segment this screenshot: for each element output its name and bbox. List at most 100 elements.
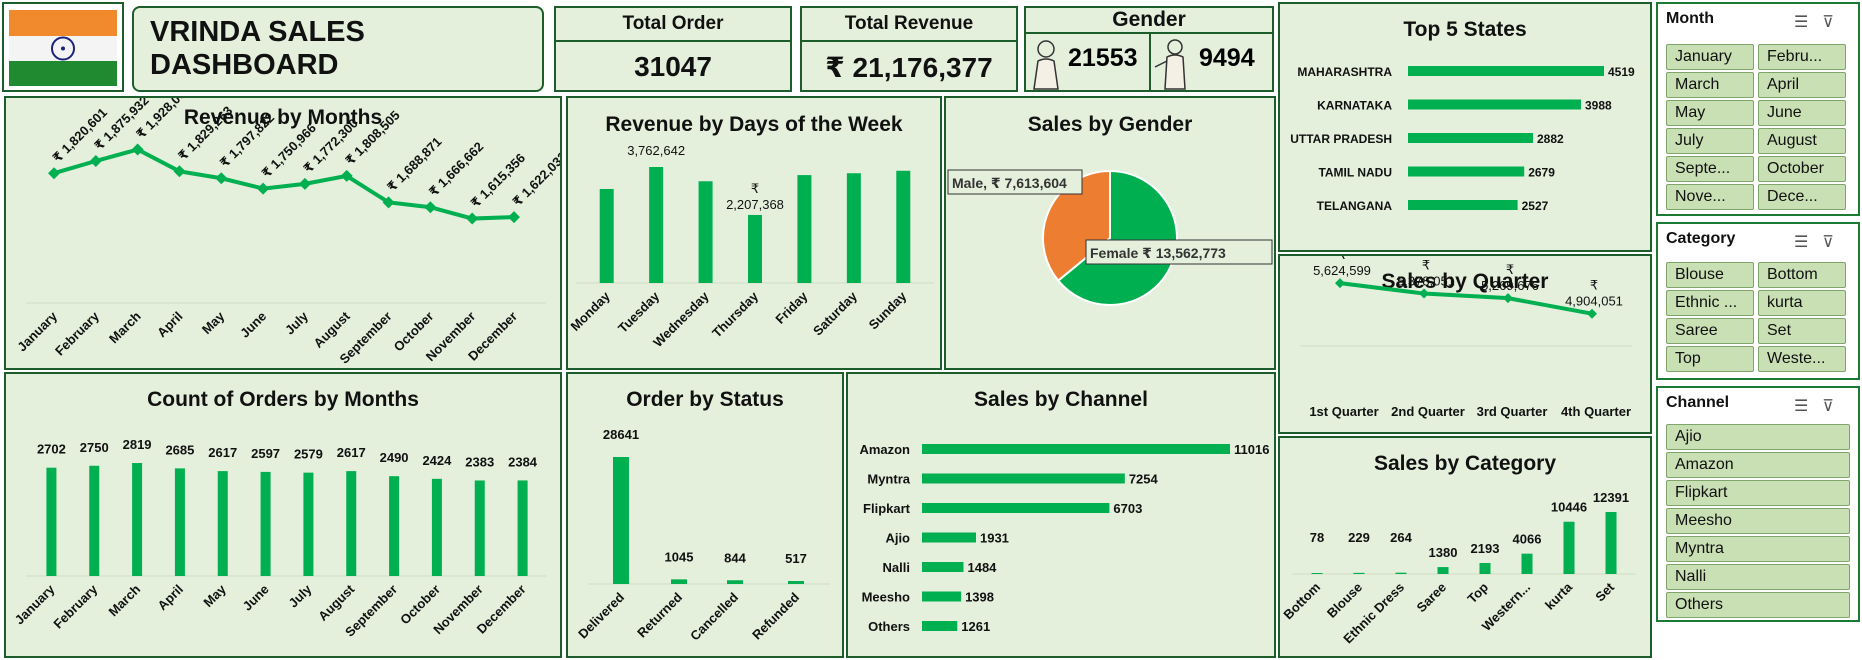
tick-label: Friday xyxy=(772,288,811,327)
panel-sales-by-channel: Sales by Channel Amazon 11016 Myntra 7254 Fl… xyxy=(846,372,1276,658)
bar xyxy=(727,580,743,584)
multi-select-icon[interactable]: ☰ xyxy=(1793,234,1823,251)
slicer-item[interactable]: Ajio xyxy=(1666,424,1850,450)
slicer-item[interactable]: Nove... xyxy=(1666,184,1754,210)
clear-filter-icon[interactable]: ⊽ xyxy=(1822,14,1848,31)
tick-label: April xyxy=(154,309,186,341)
slicer-item[interactable]: July xyxy=(1666,128,1754,154)
slice-label-box xyxy=(1085,239,1273,265)
data-label: 12391 xyxy=(1593,490,1629,505)
slicer-item[interactable]: Others xyxy=(1666,592,1850,618)
panel-revenue-by-days: Revenue by Days of the Week Monday 3,762,… xyxy=(566,96,942,370)
clear-filter-icon[interactable]: ⊽ xyxy=(1822,234,1848,251)
data-label: 1045 xyxy=(665,549,694,564)
panel-order-by-status: Order by Status 28641 Delivered 1045 Return… xyxy=(566,372,844,658)
bar xyxy=(1311,573,1323,574)
slicer-item[interactable]: Bottom xyxy=(1758,262,1846,288)
multi-select-icon[interactable]: ☰ xyxy=(1793,14,1823,31)
slicer-item[interactable]: Febru... xyxy=(1758,44,1846,70)
bar xyxy=(599,188,614,283)
tick-label: 4th Quarter xyxy=(1561,404,1631,419)
slicer-item[interactable]: August xyxy=(1758,128,1846,154)
clear-filter-icon[interactable]: ⊽ xyxy=(1822,398,1848,415)
slicer-item[interactable]: June xyxy=(1758,100,1846,126)
order-by-status-chart: 28641 Delivered 1045 Returned 844 Cancelled 51… xyxy=(575,427,830,644)
data-label: 2490 xyxy=(380,450,409,465)
slicer-item[interactable]: March xyxy=(1666,72,1754,98)
tick-label: Sunday xyxy=(866,288,910,332)
data-label-currency: ₹ xyxy=(1422,258,1430,273)
data-label: 2617 xyxy=(208,445,237,460)
data-label: 2384 xyxy=(508,454,538,469)
slicer-item[interactable]: Meesho xyxy=(1666,508,1850,534)
bar xyxy=(922,473,1125,484)
slicer-item[interactable]: October xyxy=(1758,156,1846,182)
slice-label: Male, ₹ 7,613,604 xyxy=(952,175,1067,191)
data-label: 2193 xyxy=(1471,541,1500,556)
data-label: 2819 xyxy=(123,437,152,452)
tick-label: Bottom xyxy=(1280,580,1323,623)
series-line xyxy=(53,147,515,221)
data-point xyxy=(131,143,144,156)
tick-label: May xyxy=(199,308,228,337)
multi-select-icon[interactable]: ☰ xyxy=(1793,398,1823,415)
slicer-item[interactable]: Flipkart xyxy=(1666,480,1850,506)
channel-slicer: Channel ☰⊽ Ajio Amazon Flipkart Meesho Myntr… xyxy=(1656,386,1860,622)
slicer-item[interactable]: Top xyxy=(1666,346,1754,372)
tick-label: Delivered xyxy=(575,589,627,641)
tick-label: Top xyxy=(1464,579,1491,606)
data-label: 2617 xyxy=(337,445,366,460)
series-line xyxy=(1339,281,1593,316)
data-point xyxy=(173,165,186,178)
data-label-currency: ₹ xyxy=(1590,278,1598,293)
tick-label: TAMIL NADU xyxy=(1318,166,1392,180)
month-slicer-title: Month xyxy=(1666,10,1714,27)
bar xyxy=(922,621,958,631)
chart-title: Sales by Gender xyxy=(1027,113,1193,136)
kpi-total-order-label: Total Order xyxy=(556,8,790,42)
slicer-item[interactable]: Dece... xyxy=(1758,184,1846,210)
data-point xyxy=(257,182,270,195)
slicer-item[interactable]: January xyxy=(1666,44,1754,70)
slicer-item[interactable]: kurta xyxy=(1758,290,1846,316)
tick-label: Saree xyxy=(1413,580,1449,616)
data-point xyxy=(1587,308,1597,319)
category-slicer: Category ☰⊽ Blouse Bottom Ethnic ... kurta S… xyxy=(1656,222,1860,380)
tick-label: 2nd Quarter xyxy=(1391,404,1465,419)
data-point xyxy=(48,167,60,180)
tick-label: kurta xyxy=(1542,579,1576,613)
data-label: 1931 xyxy=(980,531,1009,546)
tick-label: Flipkart xyxy=(863,501,911,516)
bar xyxy=(922,503,1110,513)
slicer-item[interactable]: April xyxy=(1758,72,1846,98)
bar xyxy=(922,532,976,543)
bar xyxy=(346,471,357,576)
bar xyxy=(217,471,228,576)
count-of-orders-chart: 2702January2750February2819March2685Apri… xyxy=(12,437,546,640)
sales-by-gender-chart: Male, ₹ 7,613,604 Female ₹ 13,562,773 xyxy=(947,169,1273,306)
slicer-item[interactable]: Ethnic ... xyxy=(1666,290,1754,316)
data-label: 3,762,642 xyxy=(627,143,685,158)
tick-label: February xyxy=(50,581,100,631)
slicer-item[interactable]: Amazon xyxy=(1666,452,1850,478)
bar xyxy=(46,467,57,576)
slicer-item[interactable]: Saree xyxy=(1666,318,1754,344)
slicer-item[interactable]: Weste... xyxy=(1758,346,1846,372)
slicer-item[interactable]: Septe... xyxy=(1666,156,1754,182)
bar xyxy=(303,472,314,576)
slicer-item[interactable]: May xyxy=(1666,100,1754,126)
data-label: 10446 xyxy=(1551,500,1587,515)
data-label: 5,269,676 xyxy=(1481,278,1539,293)
data-point xyxy=(508,211,520,224)
bar xyxy=(260,471,271,576)
slicer-item[interactable]: Blouse xyxy=(1666,262,1754,288)
bar xyxy=(1605,512,1617,574)
slicer-item[interactable]: Nalli xyxy=(1666,564,1850,590)
slicer-item[interactable]: Myntra xyxy=(1666,536,1850,562)
slicer-item[interactable]: Set xyxy=(1758,318,1846,344)
tick-label: 3rd Quarter xyxy=(1477,404,1548,419)
panel-sales-by-category: Sales by Category 78 Bottom 229 Blouse 264 Et… xyxy=(1278,436,1652,658)
data-label: 78 xyxy=(1310,530,1324,545)
data-point xyxy=(1335,278,1345,289)
bar xyxy=(922,562,964,572)
